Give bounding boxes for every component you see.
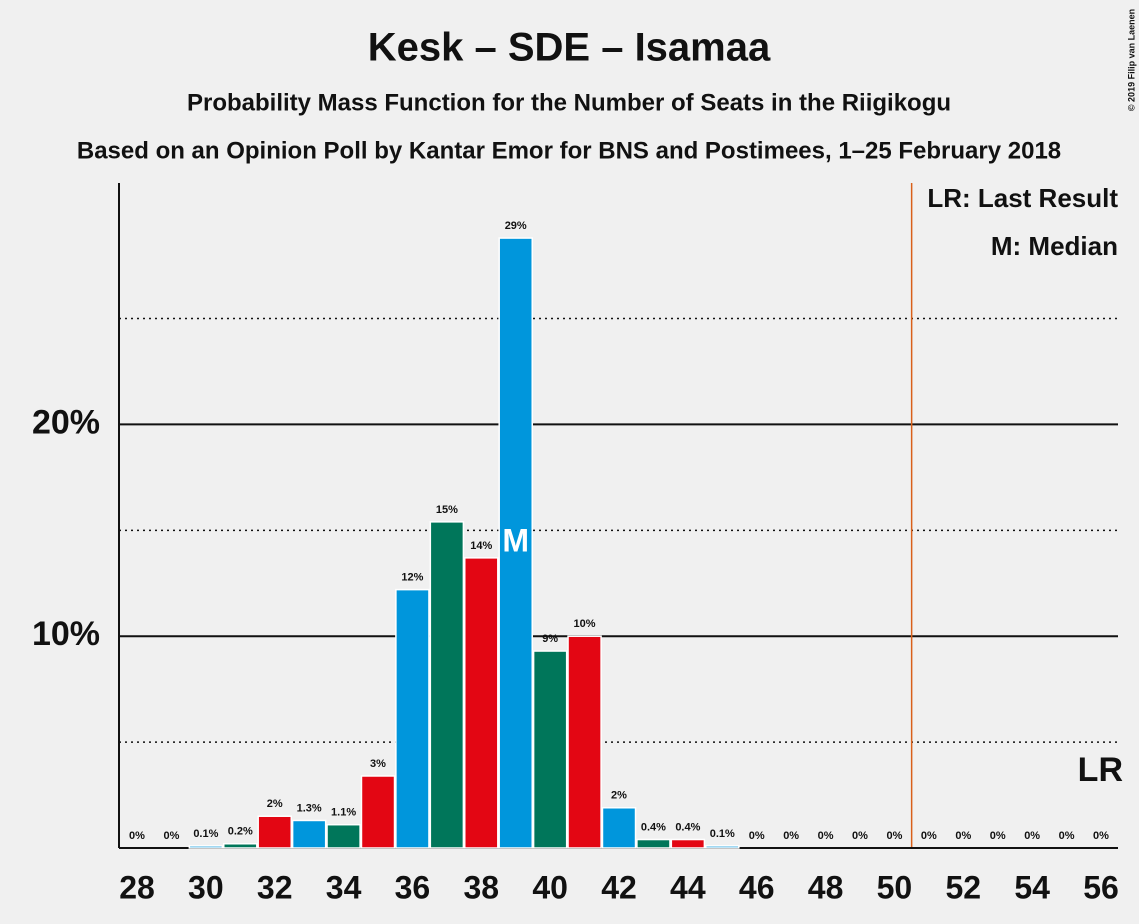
x-tick-label: 52 xyxy=(945,869,981,905)
data-label: 0% xyxy=(129,830,145,842)
x-tick-label: 28 xyxy=(119,869,155,905)
x-tick-label: 34 xyxy=(326,869,362,905)
x-tick-label: 54 xyxy=(1014,869,1050,905)
bar xyxy=(188,845,224,849)
bar xyxy=(601,807,637,849)
bar xyxy=(429,521,465,849)
bar xyxy=(257,815,292,849)
data-label: 0% xyxy=(783,830,799,842)
bar xyxy=(291,819,327,849)
y-tick-label: 10% xyxy=(32,615,100,653)
bar xyxy=(670,838,706,849)
data-label: 2% xyxy=(611,790,627,802)
x-tick-label: 40 xyxy=(532,869,568,905)
data-label: 1.3% xyxy=(297,802,322,814)
data-label: 0% xyxy=(818,830,834,842)
x-tick-label: 50 xyxy=(877,869,913,905)
data-label: 0% xyxy=(955,830,971,842)
data-label: 0% xyxy=(1059,830,1075,842)
x-tick-label: 46 xyxy=(739,869,775,905)
data-label: 29% xyxy=(505,220,527,232)
data-label: 0% xyxy=(163,830,179,842)
x-tick-label: 42 xyxy=(601,869,637,905)
data-label: 0% xyxy=(749,830,765,842)
data-label: 0.1% xyxy=(193,828,218,840)
data-label: 0% xyxy=(1093,830,1109,842)
bar xyxy=(326,823,361,849)
last-result-marker: LR xyxy=(1078,751,1123,789)
data-label: 0.2% xyxy=(228,826,253,838)
data-label: 0% xyxy=(990,830,1006,842)
bar xyxy=(498,237,533,849)
bar xyxy=(360,775,396,849)
bar xyxy=(223,843,258,849)
x-tick-label: 38 xyxy=(463,869,499,905)
data-label: 0% xyxy=(852,830,868,842)
data-label: 9% xyxy=(542,633,558,645)
data-label: 0.1% xyxy=(710,828,735,840)
data-label: 10% xyxy=(574,618,596,630)
bar xyxy=(567,635,602,849)
data-label: 0% xyxy=(921,830,937,842)
legend-entry: LR: Last Result xyxy=(927,183,1118,213)
x-tick-label: 56 xyxy=(1083,869,1119,905)
data-label: 0.4% xyxy=(675,821,700,833)
x-tick-label: 44 xyxy=(670,869,706,905)
chart-subtitle: Probability Mass Function for the Number… xyxy=(187,89,951,116)
median-marker: M xyxy=(502,522,529,558)
bar xyxy=(395,588,430,849)
data-label: 12% xyxy=(401,572,423,584)
data-label: 14% xyxy=(470,540,492,552)
x-tick-label: 30 xyxy=(188,869,224,905)
bar xyxy=(464,557,499,849)
data-label: 0% xyxy=(1024,830,1040,842)
chart-title: Kesk – SDE – Isamaa xyxy=(368,26,771,70)
bar xyxy=(705,845,740,849)
data-label: 1.1% xyxy=(331,807,356,819)
copyright: © 2019 Filip van Laenen xyxy=(1126,9,1136,111)
chart-subtitle: Based on an Opinion Poll by Kantar Emor … xyxy=(77,137,1061,164)
x-tick-label: 32 xyxy=(257,869,293,905)
data-label: 0% xyxy=(886,830,902,842)
data-label: 15% xyxy=(436,504,458,516)
bar xyxy=(532,650,568,849)
legend-entry: M: Median xyxy=(991,231,1118,261)
y-tick-label: 20% xyxy=(32,403,100,441)
data-label: 2% xyxy=(267,798,283,810)
bar xyxy=(636,838,671,849)
x-tick-label: 48 xyxy=(808,869,844,905)
x-tick-label: 36 xyxy=(395,869,431,905)
data-label: 3% xyxy=(370,758,386,770)
data-label: 0.4% xyxy=(641,821,666,833)
